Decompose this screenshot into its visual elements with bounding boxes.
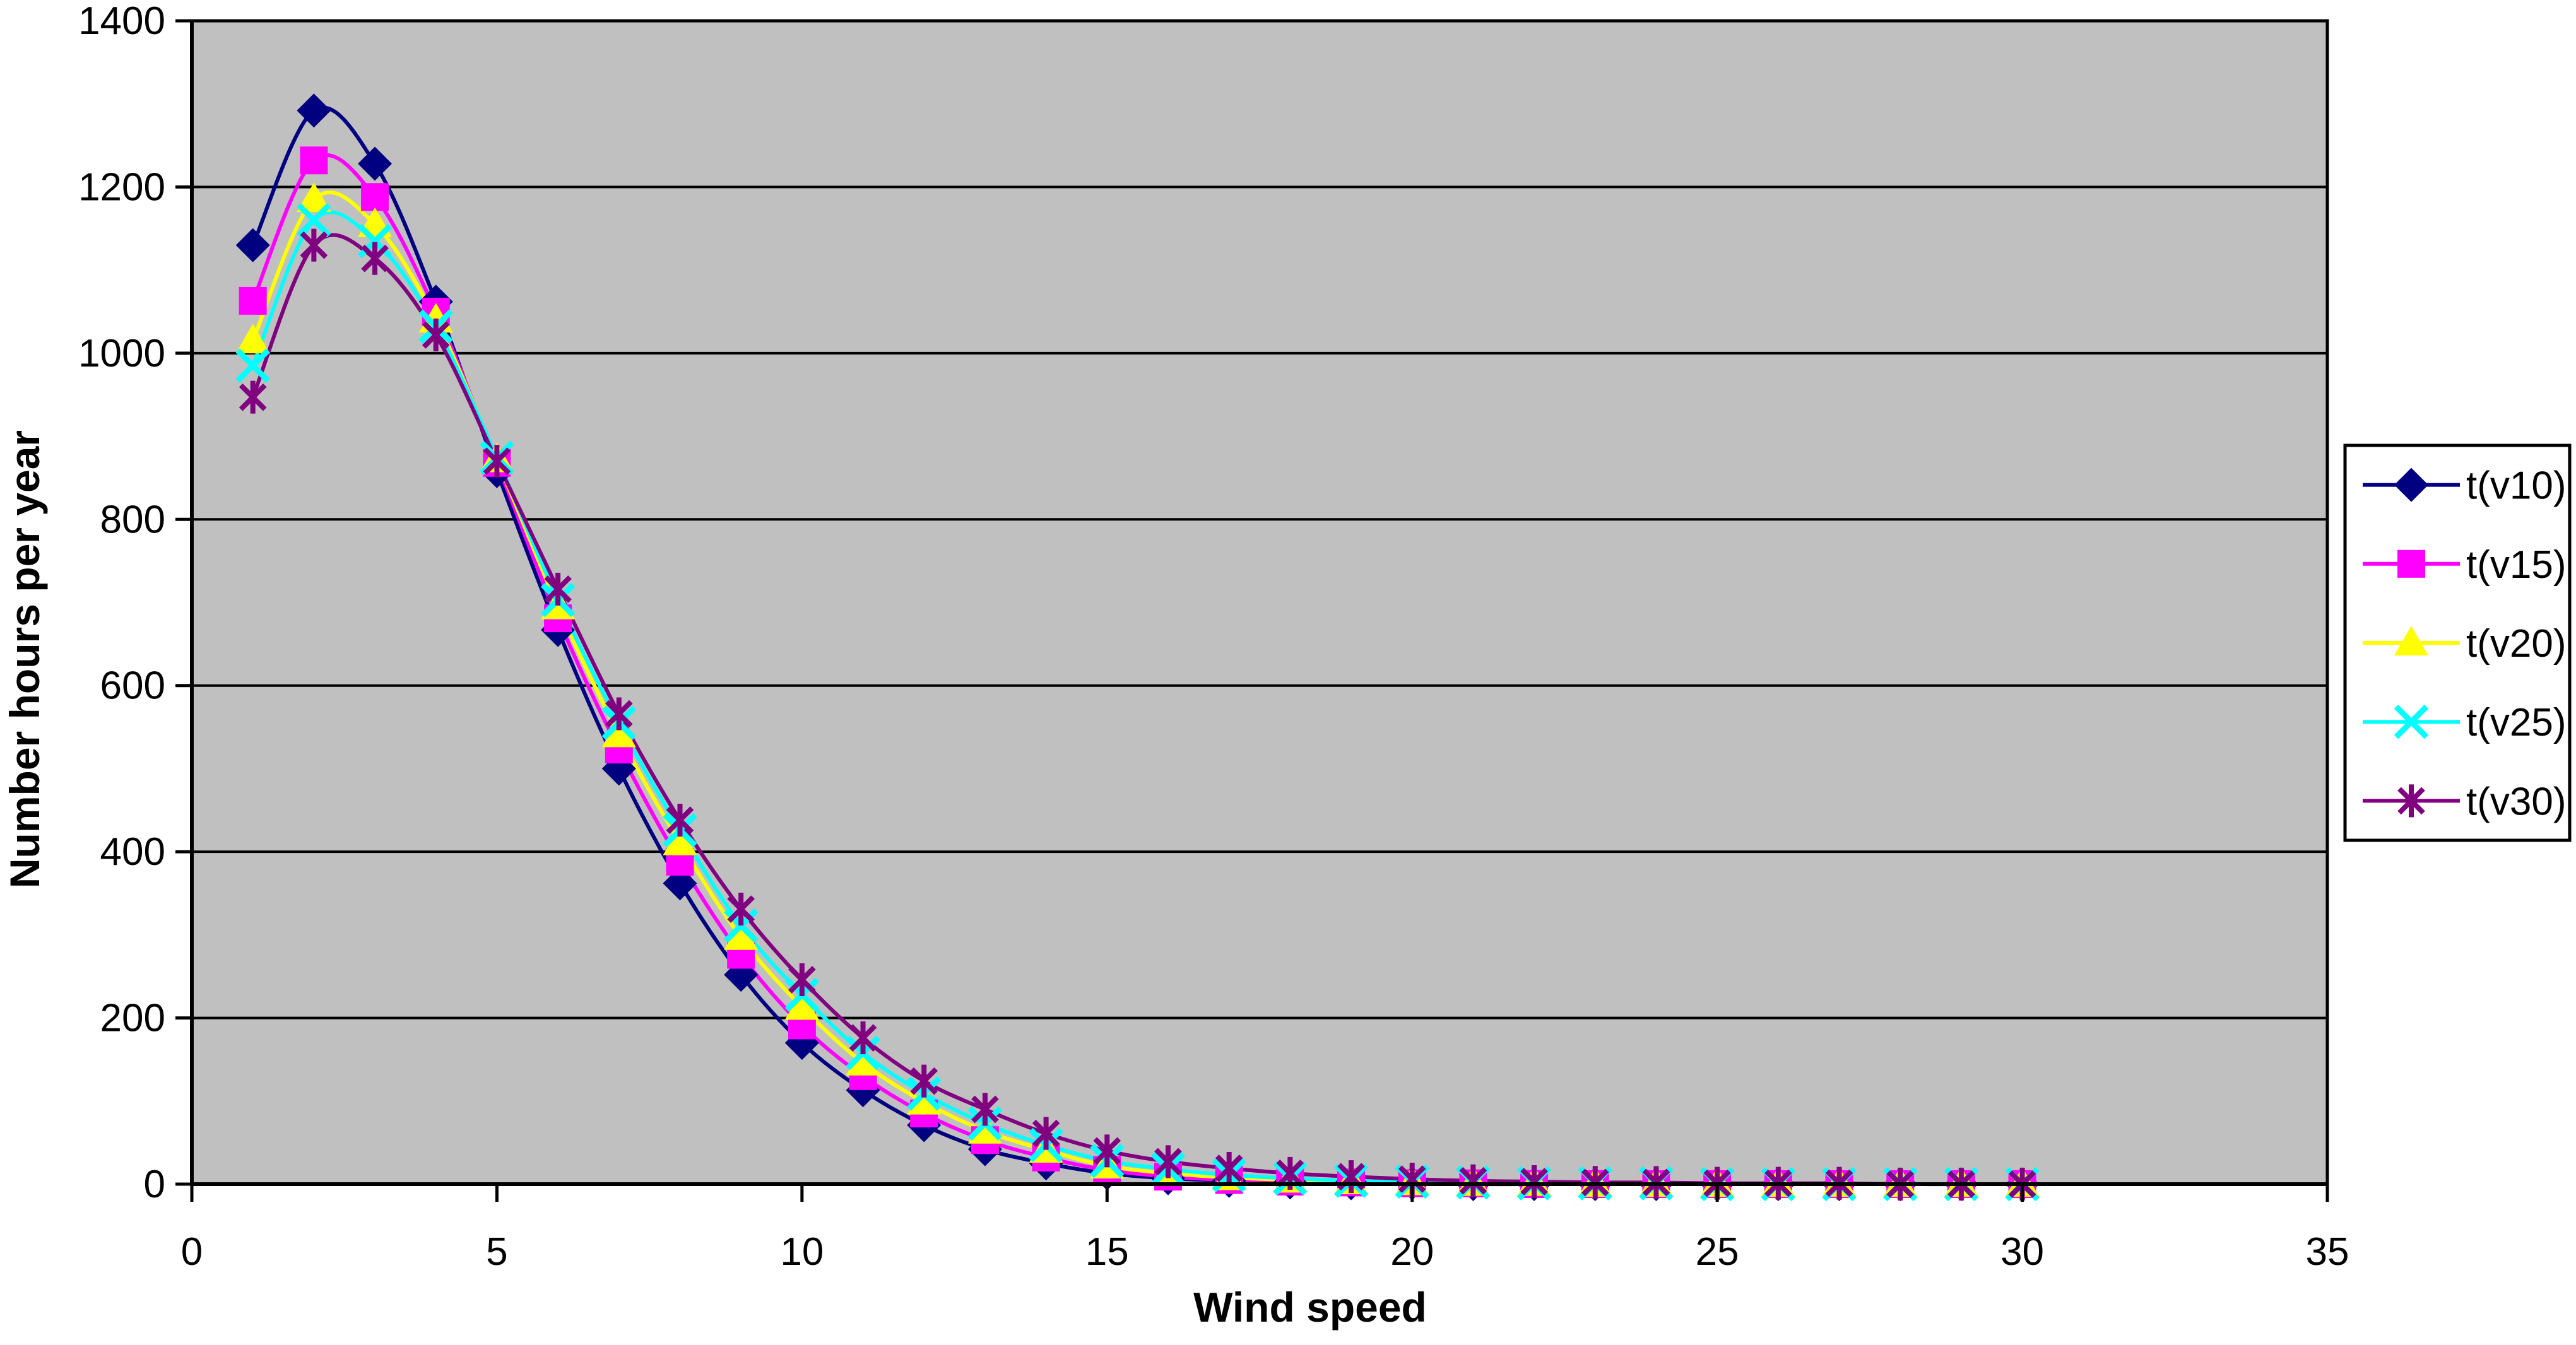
t(v25)-x2-marker: [297, 203, 331, 238]
t(v15)-x3-marker: [361, 183, 389, 211]
t(v25)-x1-marker: [235, 348, 270, 383]
legend-label-t(v15): t(v15): [2466, 543, 2566, 587]
t(v15)-x2-marker: [300, 146, 328, 175]
x-tick-label-15: 15: [1085, 1230, 1129, 1274]
legend-entries: t(v10) t(v15) t(v20) t(v25) t(v30): [2363, 464, 2566, 823]
x-axis-tick-labels: 0 5 10 15 20 25 30 35: [181, 1230, 2349, 1274]
t(v10)-x1-marker: [235, 228, 270, 262]
x-tick-label-0: 0: [181, 1230, 203, 1274]
legend-label-t(v30): t(v30): [2466, 780, 2566, 823]
t(v30)-x22-marker: [1520, 1165, 1548, 1199]
t(v20)-x8-marker: [663, 825, 697, 855]
legend-entry-t(v25): t(v25): [2363, 701, 2566, 744]
x-tick-label-20: 20: [1390, 1230, 1434, 1274]
legend-t(v10)-marker: [2394, 467, 2428, 502]
legend-label-t(v25): t(v25): [2466, 701, 2566, 744]
plot-area: [190, 19, 2329, 1186]
t(v30)-x17-marker: [1215, 1151, 1243, 1185]
y-tick-label-0: 0: [144, 1163, 165, 1206]
legend-entry-t(v20): t(v20): [2363, 622, 2566, 666]
t(v30)-x6-marker: [544, 572, 572, 606]
x-tick-label-35: 35: [2306, 1230, 2349, 1274]
t(v30)-x8-marker: [666, 804, 694, 837]
x-tick-label-5: 5: [486, 1230, 507, 1274]
tick-marks: [175, 19, 2329, 1202]
y-tick-label-400: 400: [100, 830, 165, 874]
legend-t(v20)-marker: [2394, 626, 2428, 655]
t(v20)-x7-marker: [601, 717, 636, 748]
t(v20)-x11-marker: [846, 1045, 880, 1076]
y-axis-title: Number hours per year: [1, 430, 48, 888]
legend-entry-t(v10): t(v10): [2363, 464, 2566, 508]
x-axis-title: Wind speed: [1193, 1284, 1427, 1330]
t(v30)-x4-marker: [422, 318, 450, 351]
y-tick-label-200: 200: [100, 997, 165, 1040]
t(v30)-x11-marker: [849, 1021, 877, 1055]
t(v30)-x15-marker: [1093, 1134, 1121, 1168]
t(v20)-x10-marker: [784, 990, 819, 1020]
t(v30)-x16-marker: [1154, 1145, 1182, 1178]
y-axis-tick-labels: 0 200 400 600 800 1000 1200 1400: [78, 0, 165, 1206]
t(v30)-x10-marker: [788, 963, 816, 996]
legend-t(v15)-marker: [2397, 549, 2425, 578]
y-tick-label-1000: 1000: [78, 332, 165, 375]
t(v20)-x13-marker: [967, 1113, 1002, 1144]
t(v10)-x3-marker: [358, 146, 393, 181]
t(v20)-x2-marker: [297, 182, 331, 213]
legend-entry-t(v30): t(v30): [2363, 780, 2566, 823]
t(v20)-x1-marker: [235, 324, 270, 354]
x-tick-label-25: 25: [1696, 1230, 1739, 1274]
t(v20)-x9-marker: [724, 920, 759, 950]
gridlines: [192, 185, 2327, 1019]
t(v10)-x2-marker: [297, 93, 331, 128]
y-tick-label-800: 800: [100, 498, 165, 541]
t(v15)-x1-marker: [239, 286, 267, 315]
t(v30)-x5-marker: [483, 445, 511, 478]
t(v30)-x3-marker: [361, 242, 389, 275]
t(v30)-x21-marker: [1459, 1164, 1487, 1197]
t(v30)-x14-marker: [1032, 1117, 1060, 1150]
x-tick-label-10: 10: [780, 1230, 824, 1274]
y-tick-label-600: 600: [100, 664, 165, 708]
t(v30)-x9-marker: [727, 893, 755, 926]
y-tick-label-1200: 1200: [78, 165, 165, 209]
t(v30)-x1-marker: [239, 380, 267, 414]
t(v30)-x2-marker: [300, 228, 328, 262]
t(v20)-x12-marker: [907, 1084, 942, 1115]
axes: [190, 21, 2327, 1186]
legend: t(v10) t(v15) t(v20) t(v25) t(v30): [2343, 443, 2572, 842]
t(v30)-x12-marker: [910, 1064, 938, 1098]
y-tick-label-1400: 1400: [78, 0, 165, 43]
legend-t(v25)-marker: [2394, 705, 2429, 739]
legend-t(v30)-marker: [2397, 784, 2425, 818]
legend-entry-t(v15): t(v15): [2363, 543, 2566, 587]
t(v30)-x13-marker: [971, 1093, 999, 1126]
legend-label-t(v10): t(v10): [2466, 464, 2566, 508]
x-tick-label-30: 30: [2000, 1230, 2044, 1274]
t(v30)-x7-marker: [605, 697, 633, 731]
legend-label-t(v20): t(v20): [2466, 622, 2566, 666]
